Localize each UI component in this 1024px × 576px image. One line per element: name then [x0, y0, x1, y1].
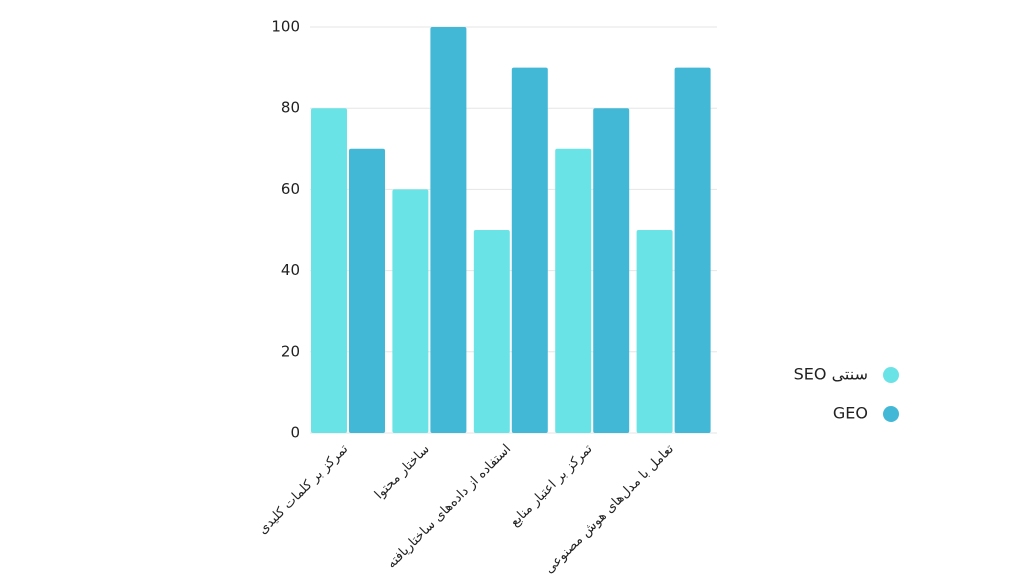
bar	[349, 148, 385, 434]
y-tick-label: 20	[281, 342, 300, 360]
x-tick-label: تعامل با مدل‌های هوش مصنوعی	[542, 441, 677, 576]
y-tick-label: 60	[281, 180, 300, 198]
legend-marker	[883, 406, 899, 422]
x-tick-label: تمرکز بر اعتبار منابع	[507, 441, 595, 529]
bar	[430, 27, 467, 433]
y-tick-label: 40	[281, 261, 300, 279]
y-tick-label: 0	[290, 424, 300, 442]
y-tick-label: 100	[271, 18, 300, 36]
bar	[311, 108, 347, 433]
legend-label: SEO سنتی	[794, 365, 868, 384]
y-tick-label: 80	[281, 99, 300, 117]
x-tick-label: ساختار محتوا	[372, 442, 433, 503]
legend-marker	[883, 367, 899, 383]
x-tick-label: تمرکز بر کلمات کلیدی	[256, 441, 352, 537]
bar	[674, 67, 711, 433]
bar	[636, 230, 673, 433]
bar	[555, 148, 592, 434]
bar	[593, 108, 630, 433]
legend-label: GEO	[833, 404, 868, 423]
bar	[473, 230, 510, 433]
bar	[392, 189, 429, 433]
bar	[511, 67, 548, 433]
